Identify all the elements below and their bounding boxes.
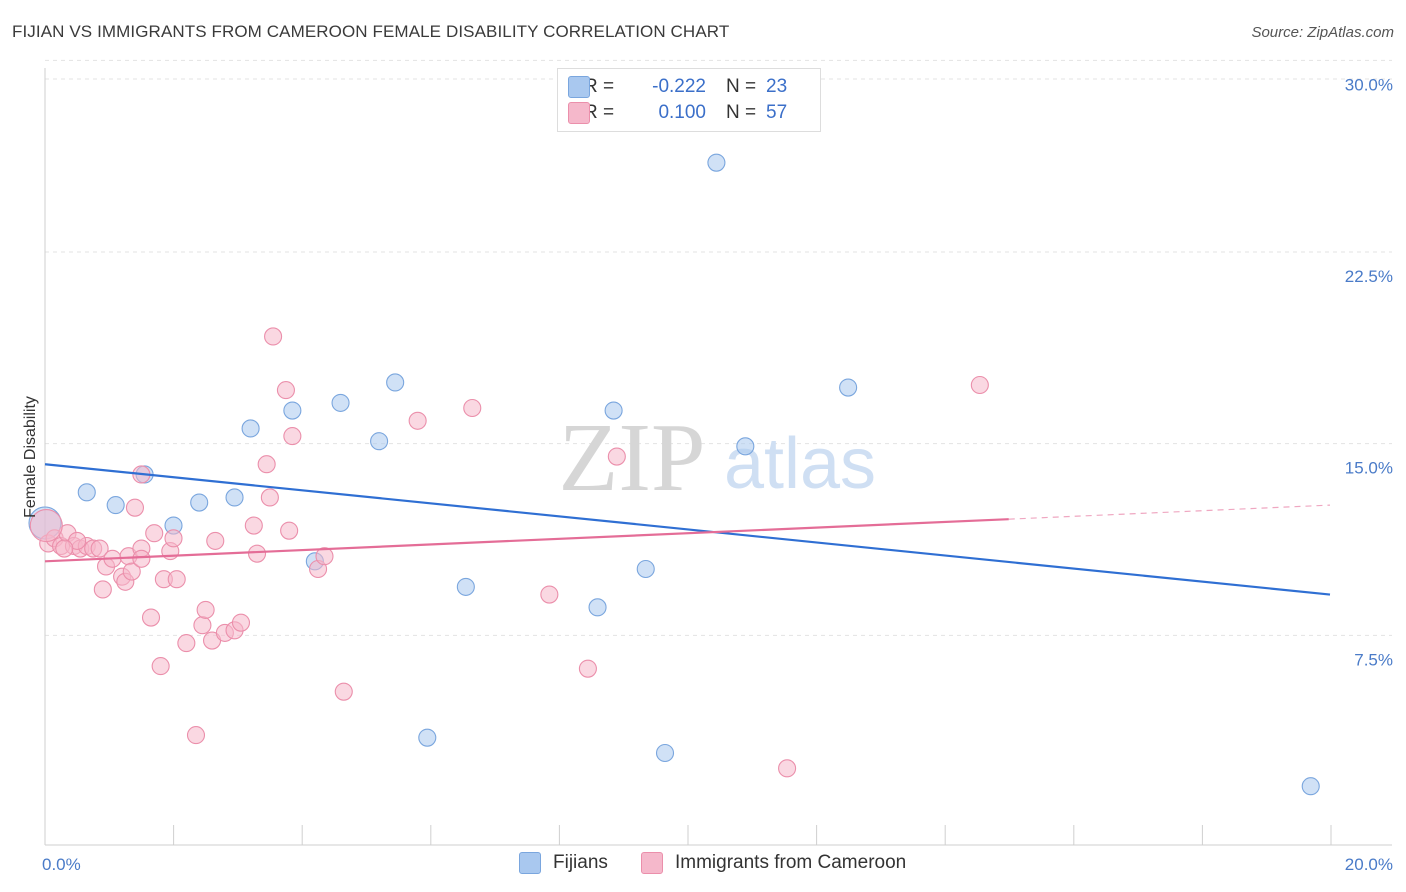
cameroon-point bbox=[55, 539, 74, 558]
legend-row-fijians: R = -0.222 N = 23 bbox=[568, 74, 788, 100]
cameroon-point bbox=[276, 381, 295, 400]
cameroon-point bbox=[778, 759, 797, 778]
cameroon-point bbox=[122, 562, 141, 581]
fijian-point bbox=[655, 743, 675, 763]
fijian-point bbox=[225, 488, 244, 507]
legend-swatch-blue bbox=[568, 76, 590, 98]
cameroon-point bbox=[206, 531, 225, 550]
cameroon-point bbox=[29, 509, 63, 543]
axes bbox=[44, 68, 1392, 846]
cameroon-point bbox=[260, 488, 279, 507]
trend-line-0 bbox=[44, 463, 1331, 596]
fijian-point bbox=[588, 598, 607, 617]
trend-layer bbox=[44, 463, 1331, 596]
fijian-point bbox=[707, 153, 726, 172]
cameroon-point bbox=[247, 544, 267, 563]
cameroon-point bbox=[607, 447, 626, 466]
series-legend: Fijians Immigrants from Cameroon bbox=[0, 852, 1406, 878]
legend-n-label: N = bbox=[726, 102, 757, 123]
fijian-point bbox=[370, 432, 389, 451]
cameroon-point bbox=[186, 726, 206, 745]
cameroon-point bbox=[970, 375, 989, 395]
cameroon-point bbox=[164, 529, 183, 548]
cameroon-point bbox=[125, 498, 144, 517]
cameroon-point bbox=[463, 398, 482, 418]
legend-n-label: N = bbox=[726, 76, 757, 97]
cameroon-point bbox=[145, 524, 164, 543]
fijian-point bbox=[283, 401, 302, 420]
cameroon-point bbox=[283, 427, 302, 446]
cameroon-point bbox=[167, 570, 186, 589]
fijian-point bbox=[190, 493, 209, 512]
legend-item-fijians: Fijians bbox=[519, 852, 608, 874]
fijian-point bbox=[386, 373, 405, 392]
y-axis-label: Female Disability bbox=[22, 396, 39, 518]
fijian-point bbox=[418, 728, 437, 747]
cameroon-point bbox=[334, 682, 353, 701]
legend-r-value: -0.222 bbox=[652, 76, 706, 97]
grid-layer bbox=[45, 59, 1392, 636]
fijian-point bbox=[636, 559, 655, 579]
cameroon-point bbox=[244, 516, 263, 535]
fijian-point bbox=[241, 419, 260, 438]
cameroon-point bbox=[177, 634, 196, 653]
legend-n-value: 57 bbox=[766, 102, 788, 123]
cameroon-point bbox=[141, 608, 161, 627]
legend-n-value: 23 bbox=[766, 76, 788, 97]
fijian-point bbox=[604, 401, 623, 420]
fijian-point bbox=[1301, 777, 1320, 796]
legend-r-label: R = bbox=[584, 102, 615, 123]
cameroon-point bbox=[540, 585, 559, 604]
cameroon-point bbox=[578, 659, 597, 678]
fijian-point bbox=[839, 378, 858, 397]
cameroon-point bbox=[151, 657, 170, 676]
cameroon-point bbox=[280, 521, 299, 540]
x-tick-label: 20.0% bbox=[1345, 855, 1393, 874]
legend-swatch-cameroon bbox=[641, 852, 663, 874]
fijian-point bbox=[77, 483, 96, 502]
cameroon-point bbox=[408, 411, 427, 430]
legend-row-cameroon: R = 0.100 N = 57 bbox=[568, 100, 788, 126]
legend-label-cameroon: Immigrants from Cameroon bbox=[675, 852, 907, 873]
chart-title: FIJIAN VS IMMIGRANTS FROM CAMEROON FEMAL… bbox=[12, 22, 730, 41]
y-tick-label: 7.5% bbox=[1354, 650, 1393, 669]
legend-item-cameroon: Immigrants from Cameroon bbox=[641, 852, 906, 874]
correlation-legend: R = -0.222 N = 23 R = 0.100 N = 57 bbox=[557, 68, 821, 132]
fijian-point bbox=[456, 577, 475, 596]
cameroon-point bbox=[315, 547, 334, 566]
y-tick-label: 15.0% bbox=[1345, 459, 1393, 478]
fijian-point bbox=[736, 437, 755, 456]
fijian-point bbox=[331, 393, 350, 412]
legend-r-label: R = bbox=[584, 76, 615, 97]
legend-r-value: 0.100 bbox=[658, 102, 706, 123]
cameroon-point bbox=[132, 549, 151, 568]
cameroon-point bbox=[193, 616, 212, 635]
y-tick-label: 30.0% bbox=[1345, 75, 1393, 94]
cameroon-point bbox=[264, 327, 283, 346]
legend-swatch-pink bbox=[568, 102, 590, 124]
legend-swatch-fijians bbox=[519, 852, 541, 874]
points-layer bbox=[28, 153, 1320, 796]
watermark-zip: ZIP bbox=[559, 404, 706, 512]
cameroon-point bbox=[231, 613, 251, 632]
tick-labels: 7.5% 15.0% 22.5% 30.0% 0.0% 20.0% bbox=[42, 75, 1393, 874]
trend-line-dashed-1 bbox=[1008, 504, 1331, 520]
watermark-atlas: atlas bbox=[724, 424, 876, 504]
source-label: Source: ZipAtlas.com bbox=[1251, 24, 1394, 41]
cameroon-point bbox=[257, 455, 276, 474]
cameroon-point bbox=[93, 580, 112, 599]
y-tick-label: 22.5% bbox=[1345, 267, 1393, 286]
fijian-point bbox=[106, 496, 125, 515]
x-tick-label: 0.0% bbox=[42, 855, 81, 874]
legend-label-fijians: Fijians bbox=[553, 852, 608, 873]
trend-line-1 bbox=[44, 518, 1009, 563]
cameroon-point bbox=[90, 539, 109, 558]
watermark: ZIP atlas bbox=[559, 404, 877, 512]
cameroon-point bbox=[196, 600, 215, 619]
